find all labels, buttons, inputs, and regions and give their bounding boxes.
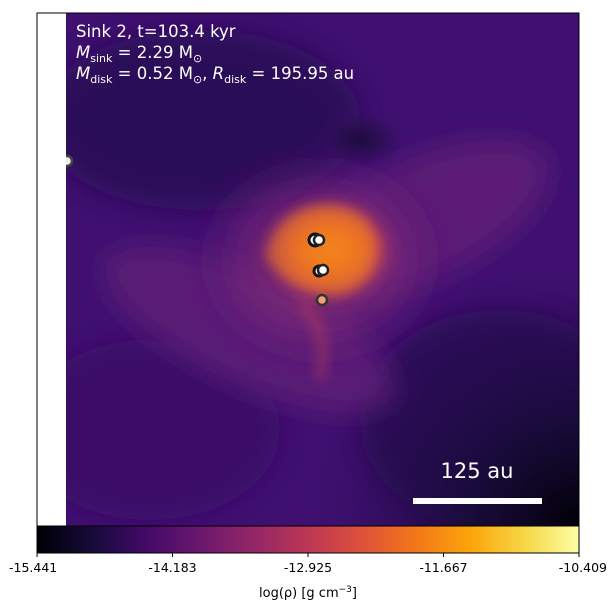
scale-bar-label: 125 au bbox=[441, 459, 514, 483]
empty-region bbox=[37, 13, 66, 526]
annotation-block: Sink 2, t=103.4 kyr Msink = 2.29 M⊙ Mdis… bbox=[76, 22, 354, 86]
colorbar-tick-label: -11.667 bbox=[419, 560, 467, 575]
colorbar-tick-label: -15.441 bbox=[9, 560, 57, 575]
annotation-line-3: Mdisk = 0.52 M⊙, Rdisk = 195.95 au bbox=[76, 64, 354, 86]
annotation-line-1: Sink 2, t=103.4 kyr bbox=[76, 22, 236, 41]
scale-bar bbox=[413, 498, 542, 504]
colorbar-ticks: -15.441 -14.183 -12.925 -11.667 -10.409 bbox=[9, 553, 607, 575]
sink-particle bbox=[315, 293, 329, 307]
colorbar: -15.441 -14.183 -12.925 -11.667 -10.409 log(… bbox=[9, 525, 607, 601]
colorbar-label: log(ρ) [g cm−3] bbox=[259, 585, 357, 601]
sink-particle bbox=[312, 263, 330, 278]
colorbar-tick-label: -10.409 bbox=[559, 560, 607, 575]
sink-particle bbox=[307, 232, 326, 248]
density-map: 125 au bbox=[37, 13, 579, 526]
colorbar-tick-label: -12.925 bbox=[284, 560, 332, 575]
colorbar-tick-label: -14.183 bbox=[148, 560, 196, 575]
annotation-line-2: Msink = 2.29 M⊙ bbox=[76, 43, 202, 65]
colorbar-gradient bbox=[36, 525, 580, 554]
